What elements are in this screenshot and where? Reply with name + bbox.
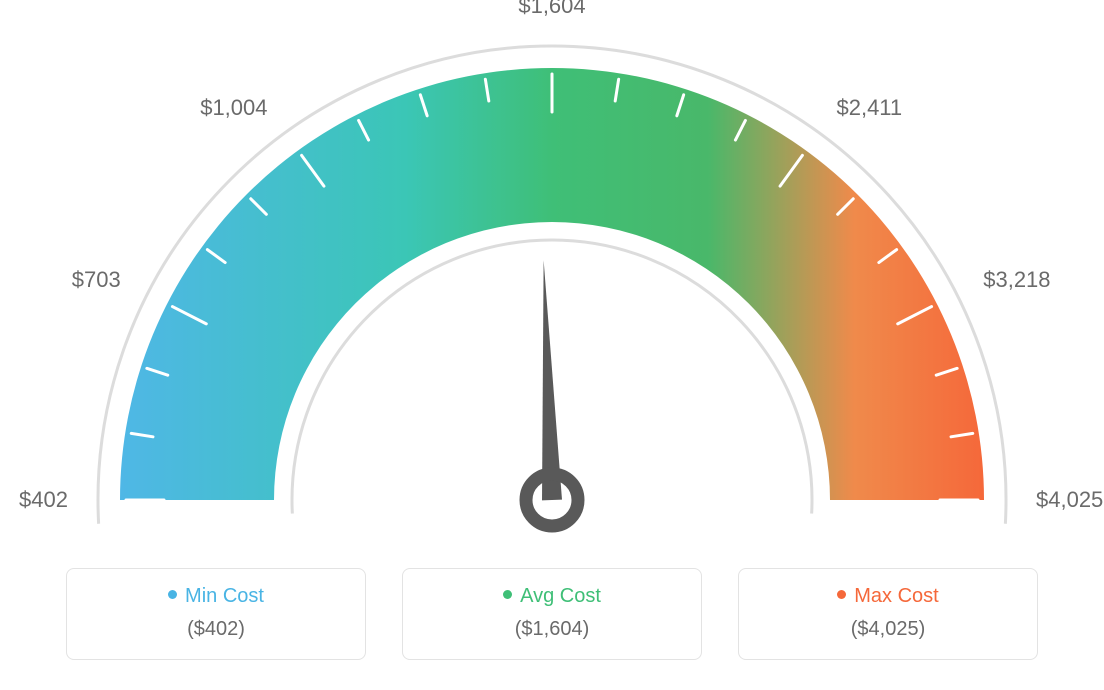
legend-value-max: ($4,025) bbox=[739, 618, 1037, 641]
gauge-tick-label: $1,004 bbox=[200, 95, 267, 121]
legend-row: Min Cost ($402) Avg Cost ($1,604) Max Co… bbox=[0, 568, 1104, 660]
legend-title-avg: Avg Cost bbox=[403, 585, 701, 608]
gauge-tick-label: $4,025 bbox=[1036, 487, 1103, 513]
legend-label: Avg Cost bbox=[520, 585, 601, 607]
legend-title-max: Max Cost bbox=[739, 585, 1037, 608]
dot-icon bbox=[503, 590, 512, 599]
legend-label: Max Cost bbox=[854, 585, 938, 607]
gauge-tick-label: $402 bbox=[19, 487, 68, 513]
gauge-tick-label: $1,604 bbox=[518, 0, 585, 19]
legend-value-min: ($402) bbox=[67, 618, 365, 641]
cost-gauge: $402 $703 $1,004 $1,604 $2,411 $3,218 $4,025 bbox=[0, 0, 1104, 560]
legend-card-min: Min Cost ($402) bbox=[66, 568, 366, 660]
legend-title-min: Min Cost bbox=[67, 585, 365, 608]
gauge-tick-label: $703 bbox=[72, 267, 121, 293]
legend-card-max: Max Cost ($4,025) bbox=[738, 568, 1038, 660]
gauge-svg bbox=[0, 0, 1104, 560]
legend-label: Min Cost bbox=[185, 585, 264, 607]
dot-icon bbox=[837, 590, 846, 599]
gauge-tick-label: $3,218 bbox=[983, 267, 1050, 293]
legend-value-avg: ($1,604) bbox=[403, 618, 701, 641]
dot-icon bbox=[168, 590, 177, 599]
gauge-tick-label: $2,411 bbox=[836, 95, 902, 121]
legend-card-avg: Avg Cost ($1,604) bbox=[402, 568, 702, 660]
